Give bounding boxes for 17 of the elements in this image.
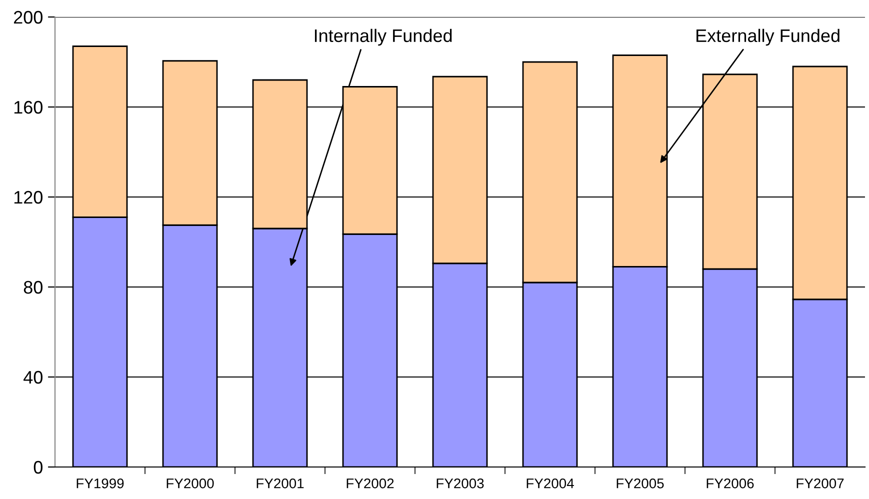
y-tick-label: 40 — [24, 370, 42, 384]
x-tick-label: FY2006 — [706, 478, 754, 488]
y-tick-label: 160 — [14, 100, 42, 114]
y-tick-label: 200 — [14, 10, 42, 24]
x-tick-label: FY1999 — [76, 478, 124, 488]
x-tick-label: FY2004 — [526, 478, 574, 488]
x-tick-label: FY2005 — [616, 478, 664, 488]
x-tick-label: FY2003 — [436, 478, 484, 488]
series-label: Externally Funded — [696, 28, 840, 46]
x-tick-label: FY2002 — [346, 478, 394, 488]
x-tick-label: FY2000 — [166, 478, 214, 488]
y-tick-label: 80 — [24, 280, 42, 294]
y-tick-label: 120 — [14, 190, 42, 204]
x-tick-label: FY2001 — [256, 478, 304, 488]
text: Internally Funded — [314, 28, 452, 46]
y-tick-label: 0 — [34, 460, 42, 474]
x-tick-label: FY2007 — [796, 478, 844, 488]
